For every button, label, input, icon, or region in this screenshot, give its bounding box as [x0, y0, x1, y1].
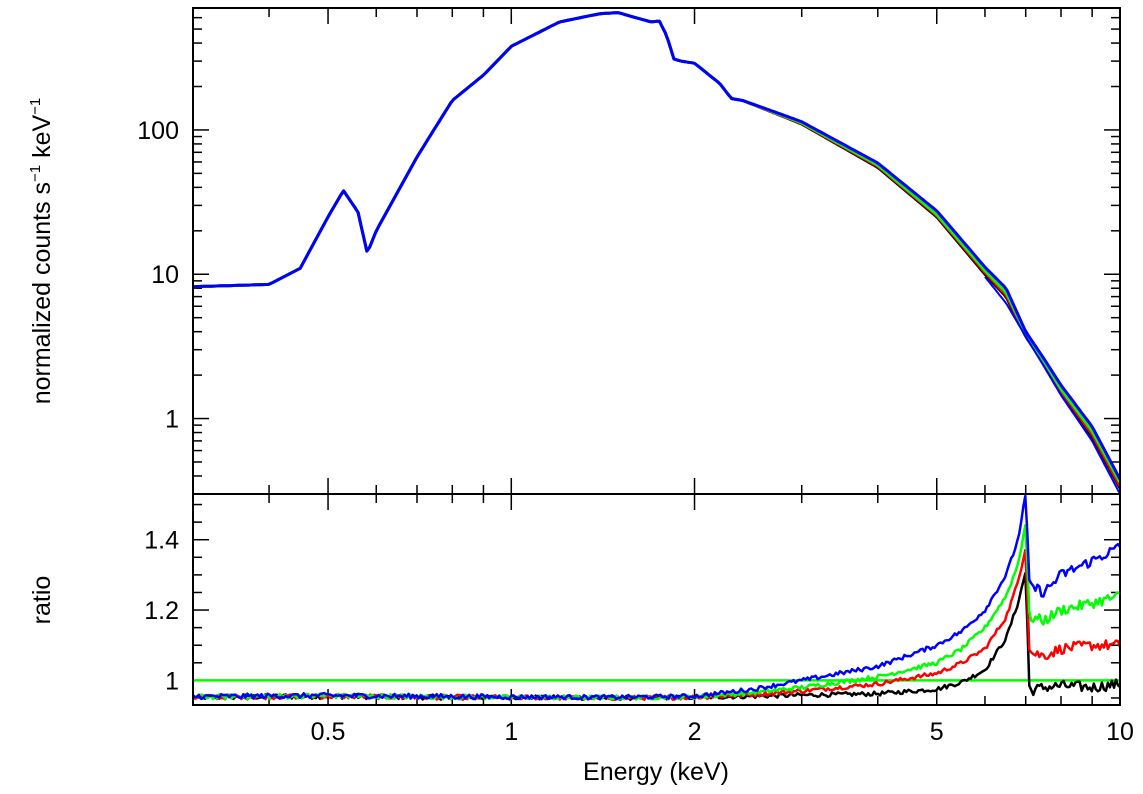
- top-ytick-label: 100: [137, 117, 179, 145]
- x-axis-label: Energy (keV): [583, 758, 729, 786]
- spectrum-series-line: [192, 11, 1122, 480]
- top-panel-frame: [192, 7, 1121, 495]
- top-panel-ytick-labels: 1 10 100: [137, 117, 179, 434]
- spectrum-series-line: [192, 11, 1122, 484]
- bottom-ytick-label: 1: [165, 667, 179, 695]
- top-panel-ylabel: normalized counts s−1 keV−1: [27, 98, 56, 405]
- ratio-series-line: [192, 494, 1122, 701]
- top-panel-ticks: [192, 7, 1121, 495]
- bottom-panel-xtick-labels: 0.5 1 2 5 10: [311, 718, 1134, 746]
- bottom-panel-ticks: [192, 494, 1121, 705]
- bottom-panel-ylabel: ratio: [28, 576, 56, 625]
- spectrum-series-line: [192, 11, 1122, 487]
- top-ytick-label: 10: [151, 261, 179, 289]
- ratio-series-line: [192, 524, 1121, 701]
- spectrum-series-line: [192, 11, 1122, 489]
- bottom-panel-ytick-labels: 1 1.2 1.4: [144, 527, 179, 696]
- model-curve: [984, 276, 1121, 495]
- xtick-label: 5: [930, 718, 944, 746]
- bottom-ytick-label: 1.2: [144, 597, 179, 625]
- top-ytick-label: 1: [165, 406, 179, 434]
- ratio-series-line: [192, 548, 1122, 701]
- xtick-label: 2: [688, 718, 702, 746]
- xtick-label: 1: [504, 718, 518, 746]
- bottom-panel: 1 1.2 1.4 0.5 1 2 5 10 ratio Energy (keV): [28, 493, 1134, 786]
- bottom-ytick-label: 1.4: [144, 527, 179, 555]
- top-panel: 1 10 100 normalized counts s−1 keV−1: [27, 7, 1122, 495]
- xtick-label: 10: [1106, 718, 1134, 746]
- top-panel-series: [192, 11, 1122, 495]
- bottom-panel-frame: [192, 493, 1121, 706]
- bottom-panel-series: [192, 494, 1122, 702]
- xtick-label: 0.5: [311, 718, 346, 746]
